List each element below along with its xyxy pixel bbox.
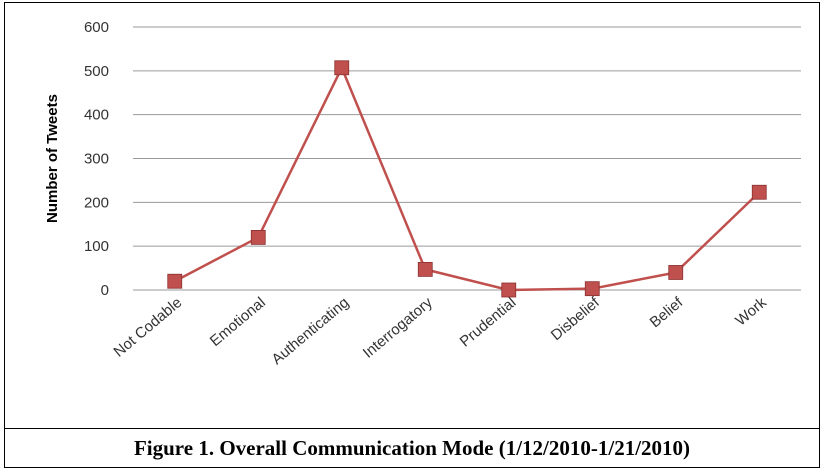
figure-caption: Figure 1. Overall Communication Mode (1/… bbox=[133, 435, 691, 460]
x-tick-label: Work bbox=[732, 294, 770, 330]
y-tick-label: 500 bbox=[84, 63, 109, 80]
y-axis-ticks: 0 100 200 300 400 500 600 bbox=[84, 19, 109, 299]
y-tick-label: 600 bbox=[84, 19, 109, 36]
x-tick-label: Interrogatory bbox=[360, 294, 436, 362]
gridlines bbox=[133, 26, 801, 291]
data-point-marker bbox=[751, 184, 767, 200]
caption-divider bbox=[5, 428, 819, 429]
x-tick-label: Prudential bbox=[457, 294, 520, 350]
data-point-marker bbox=[334, 60, 350, 76]
y-tick-label: 100 bbox=[84, 238, 109, 255]
line-chart: 0 100 200 300 400 500 600 Number of Tweets Not… bbox=[44, 19, 801, 369]
x-axis-ticks: Not Codable Emotional Authenticating Interr… bbox=[111, 294, 771, 369]
y-tick-label: 300 bbox=[84, 151, 109, 168]
x-tick-label: Disbelief bbox=[548, 294, 604, 345]
data-point-marker bbox=[250, 229, 266, 245]
y-tick-label: 400 bbox=[84, 107, 109, 124]
series-line bbox=[174, 66, 761, 292]
x-tick-label: Authenticating bbox=[269, 294, 353, 368]
x-tick-label: Not Codable bbox=[111, 294, 186, 361]
y-axis-label: Number of Tweets bbox=[44, 94, 61, 223]
x-tick-label: Belief bbox=[647, 294, 687, 332]
figure-frame: 0 100 200 300 400 500 600 Number of Tweets Not… bbox=[4, 2, 820, 468]
data-point-marker bbox=[501, 282, 517, 298]
data-point-marker bbox=[668, 265, 684, 280]
data-point-marker bbox=[167, 273, 183, 289]
y-tick-label: 200 bbox=[84, 194, 109, 211]
data-point-marker bbox=[584, 281, 600, 297]
data-point-marker bbox=[417, 261, 433, 277]
x-tick-label: Emotional bbox=[207, 294, 269, 350]
series-group bbox=[167, 60, 767, 298]
y-tick-label: 0 bbox=[101, 282, 109, 299]
